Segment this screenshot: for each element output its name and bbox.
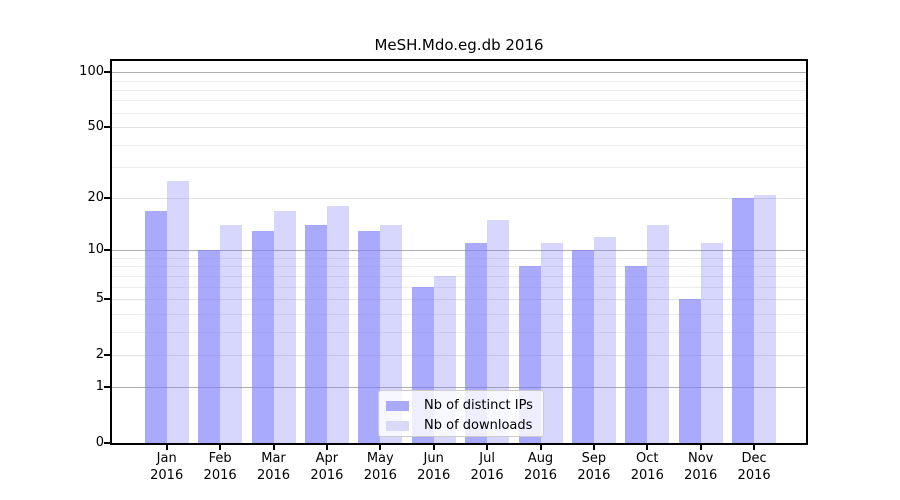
y-axis-tick-50 (104, 126, 110, 128)
bar-downloads-jul (487, 220, 510, 443)
x-axis-label-jun: Jun 2016 (417, 451, 451, 483)
x-axis-label-nov: Nov 2016 (684, 451, 718, 483)
gridline-6 (112, 286, 806, 288)
chart-title: MeSH.Mdo.eg.db 2016 (374, 36, 544, 54)
x-axis-tick-jul (486, 445, 489, 450)
bar-ips-feb (198, 250, 221, 443)
gridline-8 (112, 266, 806, 268)
gridline-3 (112, 331, 806, 333)
legend-item-distinct-ips: Nb of distinct IPs (386, 396, 543, 416)
x-axis-tick-jun (432, 445, 435, 450)
plot-area (110, 59, 808, 445)
bar-ips-jan (144, 210, 167, 443)
x-axis-tick-aug (539, 445, 542, 450)
bar-downloads-aug (540, 243, 563, 443)
bar-ips-may (358, 230, 381, 443)
y-axis-label-100: 100 (79, 64, 104, 80)
legend-item-downloads: Nb of downloads (386, 416, 543, 436)
legend-swatch-downloads (386, 421, 409, 431)
gridline-5 (112, 299, 806, 300)
gridline-1 (112, 387, 806, 389)
legend: Nb of distinct IPs Nb of downloads (378, 390, 544, 437)
y-axis-label-0: 0 (95, 435, 104, 450)
x-axis-tick-sep (592, 445, 595, 450)
y-axis-label-5: 5 (95, 291, 104, 306)
gridline-60 (112, 112, 806, 114)
bar-ips-apr (304, 225, 327, 443)
bar-downloads-may (380, 225, 403, 443)
legend-label-downloads: Nb of downloads (424, 418, 533, 433)
y-axis-label-1: 1 (95, 379, 104, 395)
legend-label-ips: Nb of distinct IPs (424, 398, 533, 413)
bar-downloads-jan (166, 181, 189, 443)
gridline-9 (112, 258, 806, 259)
x-axis-label-feb: Feb 2016 (203, 451, 237, 483)
bar-downloads-apr (326, 206, 349, 443)
gridline-4 (112, 313, 806, 315)
bar-ips-mar (251, 230, 274, 443)
gridline-30 (112, 167, 806, 168)
gridline-2 (112, 354, 806, 356)
x-axis-label-jul: Jul 2016 (470, 451, 504, 483)
x-axis-tick-oct (646, 445, 649, 450)
gridline-70 (112, 100, 806, 102)
gridline-80 (112, 89, 806, 91)
x-axis-label-dec: Dec 2016 (737, 451, 771, 483)
bar-downloads-oct (647, 225, 670, 443)
bar-downloads-sep (593, 236, 616, 443)
y-axis-tick-5 (104, 298, 110, 300)
x-axis-label-mar: Mar 2016 (256, 451, 291, 483)
x-axis-tick-mar (272, 445, 275, 450)
y-axis-label-50: 50 (87, 119, 104, 134)
gridline-20 (112, 198, 806, 200)
x-axis-tick-feb (219, 445, 222, 450)
x-axis-label-sep: Sep 2016 (577, 451, 611, 483)
y-axis-label-2: 2 (95, 346, 104, 362)
gridline-7 (112, 275, 806, 277)
gridline-50 (112, 127, 806, 128)
x-axis-tick-may (379, 445, 382, 450)
gridline-40 (112, 144, 806, 146)
bar-downloads-nov (700, 243, 723, 443)
y-axis-tick-20 (104, 197, 110, 200)
y-axis-tick-0 (104, 442, 110, 444)
y-axis-label-20: 20 (87, 190, 104, 206)
x-axis-label-jan: Jan 2016 (150, 451, 184, 483)
gridline-100 (112, 72, 806, 74)
x-axis-label-apr: Apr 2016 (310, 451, 344, 483)
bar-ips-dec (732, 198, 755, 443)
y-axis-tick-2 (104, 353, 110, 356)
bar-ips-sep (571, 250, 594, 443)
bar-ips-oct (625, 266, 648, 443)
y-axis-tick-10 (104, 249, 110, 252)
x-axis-label-oct: Oct 2016 (630, 451, 664, 483)
bar-ips-nov (678, 299, 701, 443)
y-axis-tick-100 (104, 71, 110, 74)
bar-downloads-mar (273, 210, 296, 443)
y-axis-label-10: 10 (87, 242, 104, 258)
bar-downloads-feb (220, 225, 243, 443)
x-axis-label-aug: Aug 2016 (523, 451, 558, 483)
legend-swatch-ips (386, 401, 409, 411)
y-axis-tick-1 (104, 386, 110, 389)
x-axis-tick-apr (325, 445, 328, 450)
gridline-90 (112, 80, 806, 82)
gridline-10 (112, 250, 806, 252)
bar-downloads-dec (754, 194, 777, 443)
x-axis-label-may: May 2016 (363, 451, 397, 483)
x-axis-tick-dec (753, 445, 756, 450)
x-axis-tick-nov (699, 445, 702, 450)
x-axis-tick-jan (165, 445, 168, 450)
